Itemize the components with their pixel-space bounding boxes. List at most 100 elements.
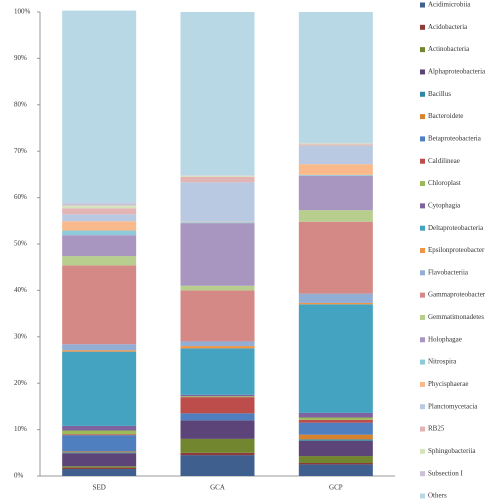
legend-swatch [420, 2, 425, 8]
bar-segment [180, 182, 255, 222]
bar-segment [62, 467, 137, 470]
bar-segment [62, 466, 137, 468]
legend-label: Phycisphaerae [428, 380, 468, 388]
y-tick-label: 0% [14, 472, 24, 480]
legend-swatch [420, 47, 425, 53]
bar-segment [298, 456, 373, 464]
legend-label: Planctomycetacia [428, 402, 478, 410]
bar-segment [298, 463, 373, 465]
legend-swatch [420, 181, 425, 187]
bar-segment [62, 208, 137, 215]
bar-segment [180, 394, 255, 397]
legend-swatch [420, 493, 425, 499]
bar-segment [180, 222, 255, 224]
legend-swatch [420, 404, 425, 410]
legend-label: Actinobacteria [428, 45, 470, 53]
x-tick-label: GCP [329, 484, 343, 492]
bar-segment [180, 285, 255, 291]
legend-swatch [420, 136, 425, 142]
legend-swatch [420, 426, 425, 432]
bar-segment [180, 413, 255, 421]
bar-segment [62, 351, 137, 426]
bar-segment [180, 397, 255, 414]
legend-swatch [420, 314, 425, 320]
bar-segment [298, 210, 373, 222]
legend-label: Deltaproteobacteria [428, 224, 484, 232]
legend-swatch [420, 471, 425, 477]
bar-segment [298, 439, 373, 441]
legend-swatch [420, 337, 425, 343]
bar-segment [298, 293, 373, 303]
bar-segment [62, 221, 137, 231]
legend-swatch [420, 381, 425, 387]
bar-segment [298, 143, 373, 145]
bar-segment [180, 396, 255, 398]
bar-segment [180, 452, 255, 456]
legend-swatch [420, 225, 425, 231]
legend-label: Gammaproteobacter [428, 291, 486, 299]
legend-label: Bacillus [428, 90, 451, 98]
y-tick-label: 30% [14, 332, 27, 340]
bar-segment [62, 430, 137, 435]
legend-label: Betaproteobacteria [428, 135, 482, 143]
bar-segment [62, 350, 137, 352]
legend-swatch [420, 270, 425, 276]
legend-label: Caldilineae [428, 157, 460, 165]
legend-label: Sphingobacteriia [428, 447, 476, 455]
legend-swatch [420, 359, 425, 365]
legend-swatch [420, 292, 425, 298]
y-tick-label: 50% [14, 240, 27, 248]
bar-segment [62, 344, 137, 351]
x-tick-label: GCA [210, 484, 225, 492]
bar-segment [298, 434, 373, 440]
legend-swatch [420, 69, 425, 75]
legend-label: Alphaproteobacteria [428, 68, 486, 76]
y-tick-label: 90% [14, 54, 27, 62]
bar-segment [180, 348, 255, 395]
bar-segment [62, 435, 137, 452]
legend-label: Gemmatimonadetes [428, 313, 484, 321]
legend-label: RB25 [428, 425, 445, 433]
bar-segment [298, 12, 373, 143]
legend-label: Subsection I [428, 469, 463, 477]
legend-swatch [420, 203, 425, 209]
bar-segment [180, 341, 255, 347]
bar-segment [62, 425, 137, 431]
bar-segment [180, 290, 255, 342]
bar-segment [180, 346, 255, 349]
legend-swatch [420, 24, 425, 30]
bar-segment [298, 175, 373, 211]
bar-segment [298, 422, 373, 435]
bar-segment [62, 205, 137, 209]
bar-segment [62, 453, 137, 467]
legend-swatch [420, 448, 425, 454]
bar-segment [298, 417, 373, 420]
bar-segment [62, 451, 137, 453]
bar-segment [298, 419, 373, 423]
y-tick-label: 10% [14, 425, 27, 433]
bar-segment [180, 175, 255, 177]
bar-segment [298, 164, 373, 175]
bar-segment [62, 10, 137, 204]
bar-segment [62, 265, 137, 345]
legend-swatch [420, 248, 425, 253]
bar-segment [180, 176, 255, 183]
y-tick-label: 40% [14, 286, 27, 294]
bar-segment [62, 203, 137, 206]
legend-label: Acidimicrobiia [428, 1, 471, 9]
bar-segment [180, 455, 255, 476]
bar-segment [62, 230, 137, 236]
legend-label: Flavobacteriia [428, 268, 469, 276]
legend-label: Cytophagia [428, 201, 461, 209]
y-tick-label: 80% [14, 100, 27, 108]
legend-label: Nitrospira [428, 358, 457, 366]
bar-segment [298, 304, 373, 413]
legend-label: Bacteroidete [428, 112, 463, 120]
legend-label: Others [428, 492, 447, 499]
bar-segment [62, 434, 137, 436]
legend-label: Acidobacteria [428, 23, 468, 31]
bar-segment [62, 214, 137, 222]
y-tick-label: 70% [14, 147, 27, 155]
bar-segment [298, 145, 373, 165]
